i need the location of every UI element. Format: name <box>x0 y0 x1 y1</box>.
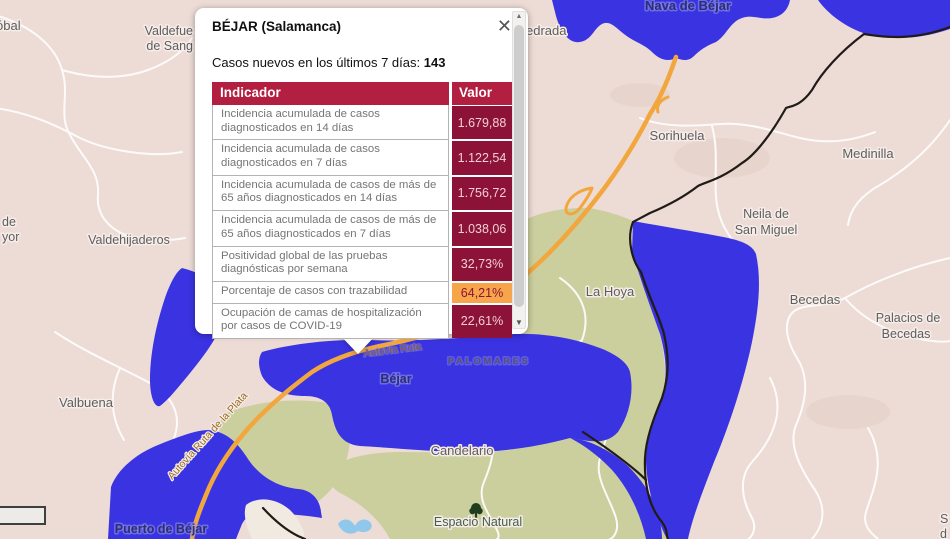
scrollbar-up-icon[interactable]: ▲ <box>515 13 523 20</box>
indicator-value: 32,73% <box>452 247 512 281</box>
table-header-indicator: Indicador <box>212 82 449 105</box>
indicator-label: Porcentaje de casos con trazabilidad <box>212 281 449 304</box>
map-label-mayor-partial-line2: yor <box>2 230 19 244</box>
indicator-label: Incidencia acumulada de casos de más de … <box>212 211 449 247</box>
map-label-becedas: Becedas <box>790 292 841 307</box>
indicator-value: 1.038,06 <box>452 212 512 246</box>
zone-bejar-band[interactable] <box>259 333 632 452</box>
scrollbar-down-icon[interactable]: ▼ <box>515 318 523 327</box>
table-header-value: Valor <box>452 82 512 105</box>
table-row: Ocupación de camas de hospitalización po… <box>212 303 512 339</box>
indicator-label: Positividad global de las pruebas diagnó… <box>212 246 449 282</box>
park-tree-icon <box>469 503 483 519</box>
close-icon[interactable]: ✕ <box>496 16 512 36</box>
map-label-neila-line2: San Miguel <box>735 223 798 237</box>
zone-band-tail[interactable] <box>570 438 662 539</box>
indicator-label: Ocupación de camas de hospitalización po… <box>212 303 449 339</box>
indicator-table: Indicador Valor Incidencia acumulada de … <box>212 82 512 339</box>
map-label-nava-de-bejar: Nava de Béjar <box>645 0 731 13</box>
popup-scrollbar[interactable]: ▲ ▼ <box>512 11 526 329</box>
indicator-label: Incidencia acumulada de casos diagnostic… <box>212 140 449 176</box>
scrollbar-thumb[interactable] <box>514 25 524 307</box>
map-label-valdefuentes-line1: Valdefue <box>145 24 193 38</box>
map-label-solana-partial-line2: d <box>940 527 947 539</box>
info-popup: BÉJAR (Salamanca) ✕ Casos nuevos en los … <box>195 8 528 339</box>
map-label-palacios-line2: Becedas <box>882 327 931 341</box>
map-label-bejar: Béjar <box>380 372 411 386</box>
map-control-fragment[interactable] <box>0 506 46 525</box>
indicator-value: 1.756,72 <box>452 176 512 211</box>
map-label-candelario: Candelario <box>431 443 494 458</box>
zone-la-hoya-candelario[interactable] <box>328 207 673 539</box>
table-row: Incidencia acumulada de casos diagnostic… <box>212 105 512 141</box>
boundary-lines <box>261 25 950 539</box>
map-label-palomares: PALOMARES <box>448 356 531 367</box>
new-cases-label: Casos nuevos en los últimos 7 días: <box>212 55 424 70</box>
indicator-label: Incidencia acumulada de casos diagnostic… <box>212 105 449 141</box>
map-label-valdehijaderos: Valdehijaderos <box>88 233 170 247</box>
popup-title: BÉJAR (Salamanca) <box>212 19 342 34</box>
map-label-la-hoya: La Hoya <box>586 284 635 299</box>
zone-nava-de-bejar[interactable] <box>552 0 790 60</box>
map-label-sorihuela: Sorihuela <box>650 128 706 143</box>
map-label-ledrada-partial: edrada <box>526 23 567 38</box>
indicator-value: 22,61% <box>452 304 512 338</box>
table-header-row: Indicador Valor <box>212 82 512 105</box>
map-label-puerto-de-bejar: Puerto de Béjar <box>115 522 208 536</box>
table-row: Incidencia acumulada de casos de más de … <box>212 211 512 247</box>
table-row: Incidencia acumulada de casos diagnostic… <box>212 140 512 176</box>
zone-mid-right[interactable] <box>632 221 759 539</box>
table-row: Positividad global de las pruebas diagnó… <box>212 246 512 282</box>
indicator-value-highlighted: 64,21% <box>452 282 512 303</box>
table-row: Porcentaje de casos con trazabilidad 64,… <box>212 281 512 304</box>
map-label-valdefuentes-line2: de Sang <box>146 39 193 53</box>
map-label-medinilla: Medinilla <box>842 146 894 161</box>
map-label-espacio-natural: Espacio Natural <box>434 515 522 529</box>
map-label-solana-partial-line1: S <box>940 512 948 526</box>
table-row: Incidencia acumulada de casos de más de … <box>212 175 512 212</box>
indicator-value: 1.122,54 <box>452 141 512 175</box>
new-cases-line: Casos nuevos en los últimos 7 días: 143 <box>212 55 512 70</box>
indicator-value: 1.679,88 <box>452 106 512 140</box>
zone-top-right[interactable] <box>818 0 950 38</box>
water-body <box>338 519 372 534</box>
map-label-valbuena: Valbuena <box>59 395 114 410</box>
map-label-mayor-partial-line1: de <box>2 215 16 229</box>
map-label-neila-line1: Neila de <box>743 207 789 221</box>
new-cases-value: 143 <box>423 55 446 70</box>
map-label-palacios-line1: Palacios de <box>876 311 941 325</box>
indicator-label: Incidencia acumulada de casos de más de … <box>212 175 449 212</box>
map-label-cristobal-partial: óbal <box>0 18 21 33</box>
blue-zones[interactable] <box>108 0 950 539</box>
